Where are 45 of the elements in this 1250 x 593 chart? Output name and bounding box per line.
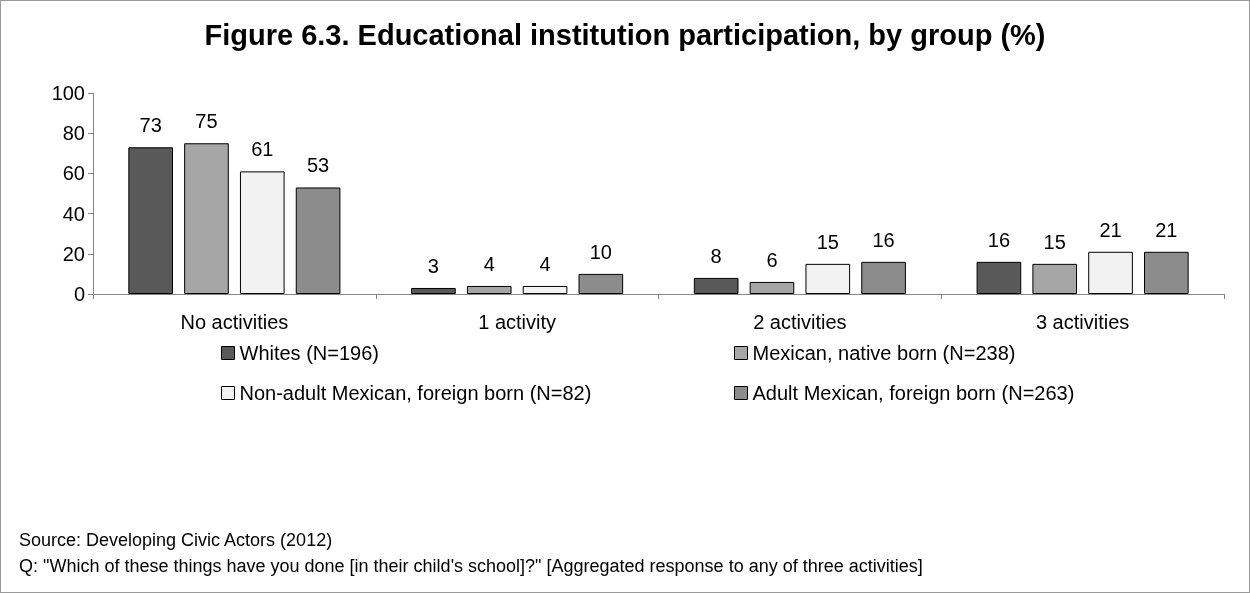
- bar: [184, 143, 229, 294]
- bar: [805, 263, 851, 294]
- data-label: 6: [766, 248, 778, 271]
- bar: [466, 285, 512, 294]
- data-label: 8: [710, 244, 722, 267]
- bar: [749, 281, 795, 294]
- bar: [411, 287, 456, 294]
- data-label: 61: [251, 138, 274, 161]
- data-label: 3: [427, 254, 439, 277]
- x-tick-label: No activities: [180, 311, 289, 333]
- data-label: 15: [816, 230, 839, 253]
- y-tick-label: 60: [62, 162, 85, 185]
- source-note: Source: Developing Civic Actors (2012): [19, 530, 333, 550]
- data-label: 15: [1043, 230, 1066, 253]
- x-tick-label: 2 activities: [753, 311, 847, 333]
- data-label: 4: [539, 252, 551, 275]
- bar: [1032, 263, 1078, 294]
- bar: [693, 277, 739, 294]
- x-tick-label: 1 activity: [478, 311, 557, 333]
- data-label: 21: [1155, 218, 1178, 241]
- y-tick-label: 100: [51, 82, 85, 104]
- y-tick-label: 40: [62, 202, 85, 225]
- bar: [976, 261, 1022, 294]
- data-label: 73: [139, 114, 162, 137]
- data-label: 10: [589, 240, 612, 263]
- legend-label: Non-adult Mexican, foreign born (N=82): [239, 382, 592, 404]
- legend-label: Mexican, native born (N=238): [752, 342, 1016, 364]
- data-label: 53: [306, 154, 330, 177]
- data-label: 4: [483, 252, 495, 275]
- bar: [1088, 251, 1133, 294]
- x-tick-label: 3 activities: [1035, 311, 1130, 333]
- bar: [128, 147, 173, 294]
- legend-label: Adult Mexican, foreign born (N=263): [752, 382, 1075, 404]
- chart-title: Figure 6.3. Educational institution participation, by group (%): [204, 18, 1046, 51]
- legend-label: Whites (N=196): [239, 342, 379, 364]
- y-tick-label: 20: [62, 242, 85, 265]
- bar: [239, 171, 285, 294]
- y-tick-label: 0: [73, 283, 85, 305]
- y-tick-label: 80: [62, 122, 85, 145]
- data-label: 16: [987, 228, 1011, 251]
- bar: [522, 285, 568, 294]
- data-label: 16: [872, 228, 895, 251]
- data-label: 21: [1099, 218, 1122, 241]
- data-label: 75: [195, 110, 218, 133]
- text: Q: "Which of these things have you done [in their child's school]?" [Aggregated response to any of three activities]: [19, 556, 923, 576]
